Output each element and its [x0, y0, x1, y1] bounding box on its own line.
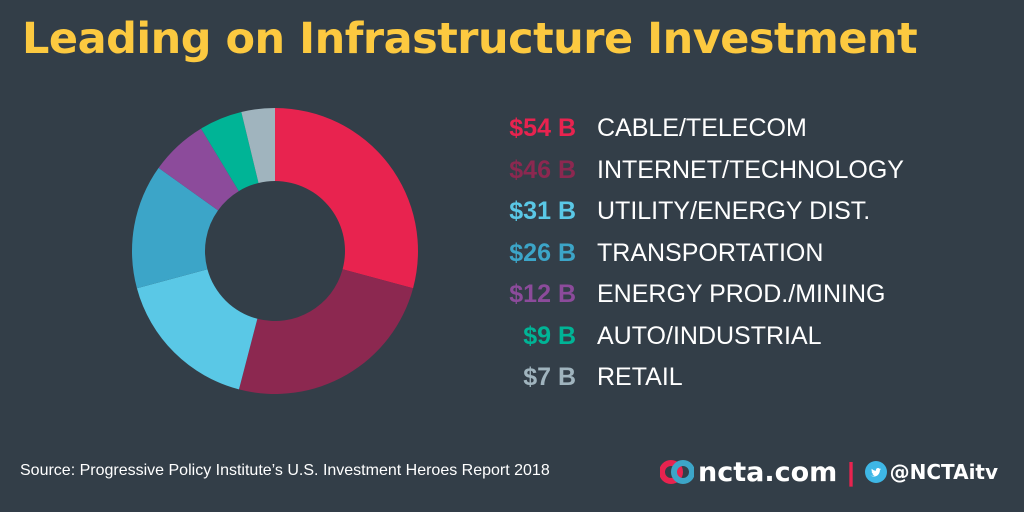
- legend-item: $26 B TRANSPORTATION: [496, 233, 904, 275]
- legend-label: RETAIL: [597, 363, 683, 392]
- legend-item: $46 B INTERNET/TECHNOLOGY: [496, 150, 904, 192]
- twitter-bird-icon[interactable]: [864, 461, 887, 483]
- donut-slice-transportation: [132, 167, 219, 289]
- legend-value: $46 B: [509, 155, 576, 184]
- source-note: Source: Progressive Policy Institute’s U…: [20, 462, 550, 479]
- legend-value: $12 B: [509, 280, 576, 309]
- legend-value: $54 B: [509, 114, 576, 143]
- legend-label: AUTO/INDUSTRIAL: [597, 321, 822, 350]
- legend-label: CABLE/TELECOM: [597, 114, 807, 143]
- legend-value: $31 B: [509, 197, 576, 226]
- legend-item: $54 B CABLE/TELECOM: [496, 108, 904, 150]
- donut-slice-internet-technology: [238, 269, 414, 395]
- donut-slice-retail: [241, 108, 275, 183]
- legend-label: UTILITY/ENERGY DIST.: [597, 197, 871, 226]
- legend-label: INTERNET/TECHNOLOGY: [597, 155, 904, 184]
- donut-slice-cable-telecom: [275, 108, 419, 289]
- legend-label: TRANSPORTATION: [597, 238, 824, 267]
- legend-label: ENERGY PROD./MINING: [597, 280, 886, 309]
- legend-item: $7 B RETAIL: [496, 357, 904, 399]
- donut-slice-auto-industrial: [201, 112, 259, 192]
- ncta-logo-icon: [660, 460, 694, 484]
- social-handle[interactable]: @NCTAitv: [889, 460, 999, 484]
- legend-item: $12 B ENERGY PROD./MINING: [496, 274, 904, 316]
- legend-item: $9 B AUTO/INDUSTRIAL: [496, 316, 904, 358]
- donut-slice-energy-prod-mining: [158, 128, 239, 211]
- page-title: Leading on Infrastructure Investment: [22, 14, 918, 64]
- footer-brand: ncta.com | @NCTAitv: [660, 452, 998, 492]
- legend-value: $26 B: [509, 238, 576, 267]
- donut-slice-utility-energy-dist: [136, 269, 258, 390]
- legend-value: $9 B: [523, 321, 576, 350]
- legend-item: $31 B UTILITY/ENERGY DIST.: [496, 191, 904, 233]
- legend: $54 B CABLE/TELECOM $46 B INTERNET/TECHNOLO…: [496, 108, 904, 399]
- site-url[interactable]: ncta.com: [698, 456, 838, 488]
- legend-value: $7 B: [523, 363, 576, 392]
- footer-separator: |: [847, 456, 855, 487]
